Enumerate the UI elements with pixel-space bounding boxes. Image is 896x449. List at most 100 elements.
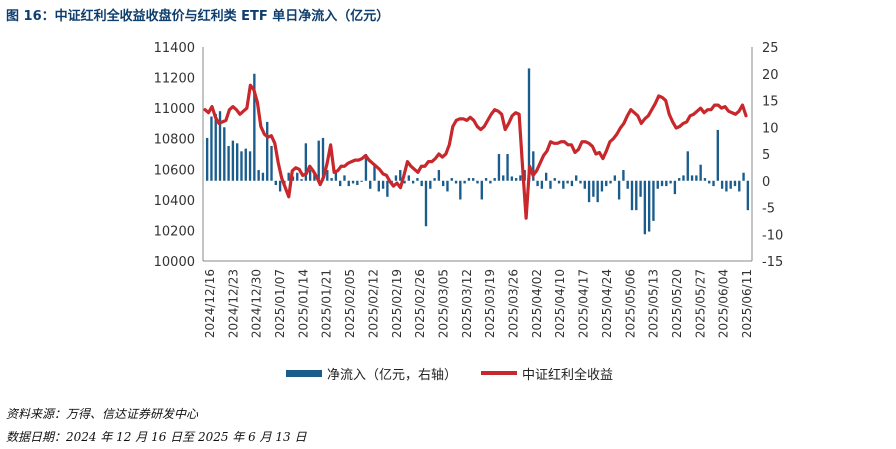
bar (313, 172, 316, 181)
bar (467, 178, 471, 181)
bar (626, 180, 629, 189)
right-tick-label: -10 (762, 228, 783, 243)
x-tick-label: 2025/06/04 (717, 269, 731, 338)
bar (454, 180, 458, 184)
bar (587, 180, 591, 203)
right-tick-label: -5 (762, 202, 775, 217)
bar (733, 180, 737, 187)
bar (557, 180, 561, 184)
bar (236, 143, 239, 181)
x-tick-label: 2025/05/20 (670, 269, 684, 338)
x-tick-label: 2025/03/19 (483, 269, 497, 338)
bar (330, 178, 333, 181)
bar (605, 180, 608, 187)
bar (660, 180, 664, 187)
bar (287, 172, 290, 181)
bar (613, 175, 616, 181)
bar (617, 180, 621, 200)
bar (407, 175, 411, 181)
x-tick-label: 2024/12/16 (203, 269, 217, 338)
bar (643, 180, 647, 235)
right-tick-label: 0 (762, 175, 770, 190)
bar (639, 180, 642, 197)
bar (489, 180, 492, 184)
bar (575, 175, 578, 181)
bar (326, 170, 329, 181)
right-tick-label: 15 (762, 95, 779, 110)
left-tick-label: 10600 (154, 163, 195, 178)
bar (304, 143, 308, 181)
bar (386, 180, 389, 197)
x-tick-label: 2025/03/05 (436, 269, 450, 338)
bar (244, 148, 247, 181)
bar (437, 170, 441, 181)
bar (497, 154, 501, 181)
left-tick-label: 10400 (154, 194, 195, 209)
x-tick-label: 2025/05/06 (623, 269, 637, 338)
bar (673, 180, 677, 195)
bar (317, 140, 320, 181)
bar (630, 180, 634, 211)
bar (356, 180, 359, 186)
bar (403, 180, 406, 184)
bar (742, 172, 745, 181)
legend-line-label: 中证红利全收益 (522, 368, 614, 383)
bar (656, 180, 659, 189)
bar (257, 170, 260, 181)
bar (334, 172, 338, 181)
bar (381, 180, 385, 189)
bar (712, 180, 715, 187)
left-tick-label: 11400 (154, 41, 195, 56)
bar (369, 180, 372, 189)
bar (665, 180, 668, 187)
bar (622, 170, 625, 181)
bar (266, 121, 269, 181)
x-tick-label: 2025/02/12 (366, 269, 380, 338)
bar (291, 176, 295, 181)
bar (669, 180, 672, 184)
left-tick-label: 11000 (154, 102, 195, 117)
chart-axes (202, 47, 753, 262)
bar (695, 175, 698, 181)
source-note: 资料来源：万得、信达证券研发中心 (6, 407, 199, 421)
bar (240, 151, 243, 181)
bar (399, 170, 402, 181)
bar (420, 180, 423, 187)
bar (360, 180, 363, 182)
bar (596, 180, 599, 203)
bar (364, 154, 368, 181)
bar (592, 180, 595, 197)
bar (429, 180, 432, 189)
bar (210, 116, 213, 181)
x-tick-label: 2025/05/27 (693, 269, 707, 338)
x-tick-label: 2024/12/23 (226, 269, 240, 338)
bar (506, 154, 509, 181)
bar (416, 178, 419, 181)
bar (553, 178, 556, 181)
x-tick-label: 2025/03/26 (507, 269, 521, 338)
line-series (203, 83, 748, 220)
bar (583, 180, 586, 189)
bar (261, 172, 265, 181)
bar (253, 73, 256, 181)
bar (493, 178, 496, 181)
bar (223, 127, 226, 181)
bar (652, 180, 655, 221)
bar (562, 180, 565, 189)
x-tick-label: 2025/04/17 (577, 269, 591, 338)
bar (725, 180, 728, 192)
x-tick-label: 2025/02/05 (343, 269, 357, 338)
bar (540, 180, 544, 189)
bar (296, 172, 299, 181)
bar (308, 170, 312, 181)
bar (274, 180, 277, 186)
bar (300, 179, 303, 181)
bar (566, 180, 569, 184)
bar (600, 180, 604, 192)
bar (635, 180, 638, 211)
bar-series (205, 68, 750, 235)
x-tick-label: 2025/03/12 (460, 269, 474, 338)
right-tick-label: 25 (762, 41, 779, 56)
left-tick-label: 10200 (154, 224, 195, 239)
